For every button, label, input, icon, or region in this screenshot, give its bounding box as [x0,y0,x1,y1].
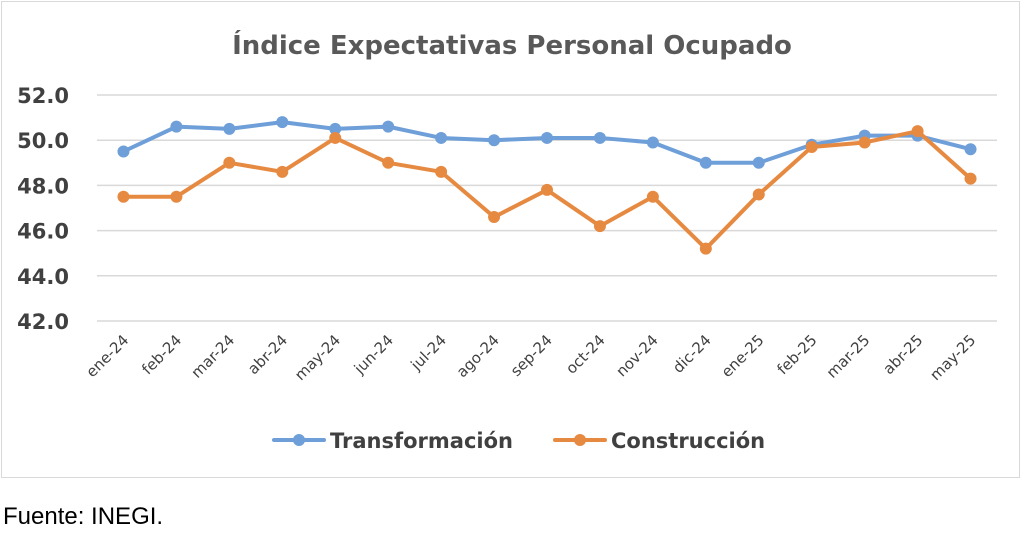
x-tick-label: jun-24 [350,331,397,378]
y-tick-label: 42.0 [17,310,69,334]
legend-entry: Construcción [553,429,765,453]
data-point [911,125,924,138]
data-point [488,134,501,147]
data-point [593,131,606,144]
x-axis-ticks: ene-24 feb-24 mar-24 abr-24 may-24 jun-24 jul-… [82,331,979,384]
y-tick-label: 48.0 [17,174,69,198]
data-point [223,156,236,169]
data-point [435,165,448,178]
data-point [541,183,553,196]
x-tick-label: ene-25 [718,331,768,381]
data-point [117,145,130,158]
legend-label: Construcción [611,429,765,453]
data-point [382,156,395,169]
legend-marker [293,434,305,446]
x-tick-label: mar-25 [823,331,874,382]
data-point [858,136,871,149]
legend-label: Transformación [330,429,513,453]
legend-entry: Transformación [272,429,513,453]
data-point [646,136,659,149]
x-tick-label: mar-24 [188,331,239,382]
data-point [805,140,818,153]
x-tick-label: oct-24 [562,331,609,378]
legend-marker [574,434,586,446]
data-point [752,188,765,201]
x-tick-label: abr-24 [244,331,291,378]
data-point [593,220,606,233]
data-point [488,211,501,224]
data-point [646,190,659,203]
x-tick-label: dic-24 [669,331,715,377]
x-tick-label: sep-24 [507,331,556,380]
x-tick-label: nov-24 [612,331,661,380]
data-point [699,242,712,255]
y-axis-ticks: 52.0 50.0 48.0 46.0 44.0 42.0 [17,84,69,334]
chart-title: Índice Expectativas Personal Ocupado [232,29,792,61]
data-point [699,156,712,169]
chart-frame: Índice Expectativas Personal Ocupado 52.… [1,1,1020,478]
data-point [964,143,977,156]
x-tick-label: ene-24 [82,331,132,381]
y-tick-label: 52.0 [17,84,69,108]
x-tick-label: abr-25 [879,331,926,378]
series-transformacion [117,116,977,169]
data-point [382,120,395,133]
data-point [276,165,289,178]
y-tick-label: 50.0 [17,129,69,153]
x-tick-label: feb-24 [138,331,185,378]
data-point [170,120,183,133]
y-tick-label: 44.0 [17,265,69,289]
x-tick-label: feb-25 [773,331,820,378]
x-tick-label: may-25 [926,331,979,384]
series-construccion [117,125,977,255]
data-point [223,122,236,135]
series-layer [117,116,977,255]
y-tick-label: 46.0 [17,220,69,244]
source-note: Fuente: INEGI. [3,503,164,530]
data-point [117,190,130,203]
data-point [541,131,553,144]
data-point [329,131,342,144]
x-tick-label: may-24 [291,331,344,384]
data-point [276,116,289,129]
line-chart: Índice Expectativas Personal Ocupado 52.… [17,29,997,453]
x-tick-label: ago-24 [453,331,503,381]
data-point [329,122,342,135]
legend: Transformación Construcción [272,429,765,453]
data-point [964,172,977,185]
data-point [752,156,765,169]
x-tick-label: jul-24 [407,331,450,374]
data-point [170,190,183,203]
data-point [435,131,448,144]
